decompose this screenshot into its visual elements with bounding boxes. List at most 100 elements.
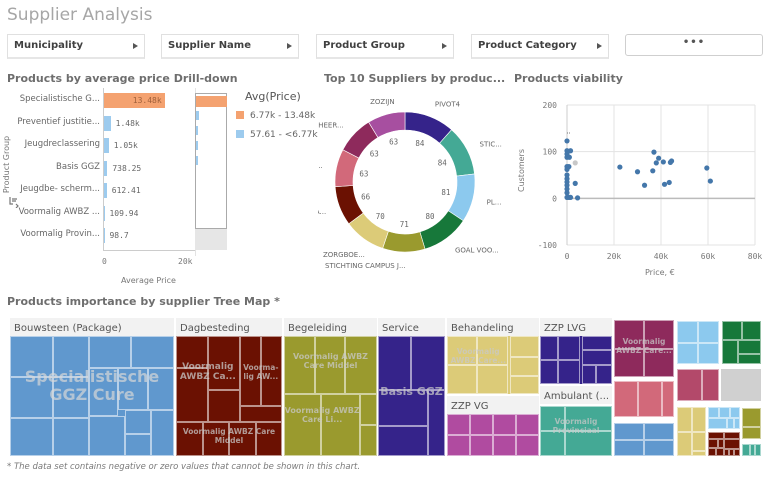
treemap-cell[interactable] <box>722 340 738 364</box>
treemap-cell[interactable] <box>724 448 729 456</box>
treemap-cell[interactable] <box>702 369 719 401</box>
treemap-cell[interactable] <box>176 336 208 369</box>
scatter-point[interactable] <box>617 164 623 170</box>
treemap-cell[interactable] <box>691 407 706 432</box>
treemap-block-sand[interactable] <box>677 407 706 456</box>
scatter-point[interactable] <box>564 190 570 196</box>
treemap-cell[interactable] <box>314 336 346 394</box>
treemap-cell[interactable] <box>708 447 716 456</box>
treemap-cell[interactable] <box>644 423 674 440</box>
treemap-cell[interactable] <box>151 410 174 456</box>
scatter-point[interactable] <box>650 168 656 174</box>
treemap-group-header[interactable]: Bouwsteen (Package) <box>10 318 174 336</box>
treemap-cell[interactable] <box>540 360 558 384</box>
treemap-cell[interactable] <box>284 393 322 456</box>
treemap-cell[interactable] <box>229 422 256 456</box>
treemap-cell[interactable] <box>118 368 148 411</box>
treemap-cell[interactable] <box>410 336 445 390</box>
scatter-point[interactable] <box>661 181 668 187</box>
bar[interactable] <box>104 93 165 108</box>
treemap-cell[interactable] <box>321 393 361 456</box>
treemap-cell[interactable] <box>202 422 229 456</box>
filter-product-group[interactable]: Product Group <box>316 34 454 59</box>
treemap-cell[interactable] <box>239 336 261 406</box>
treemap-cell[interactable] <box>255 422 282 456</box>
treemap-cell[interactable] <box>477 336 508 365</box>
treemap-cell[interactable] <box>717 439 724 448</box>
bar[interactable] <box>104 138 109 153</box>
treemap-cell[interactable] <box>565 406 612 431</box>
treemap-block[interactable]: Voormalig Provinciaal <box>540 406 612 456</box>
treemap-cell[interactable] <box>207 390 240 423</box>
treemap-cell[interactable] <box>708 439 718 448</box>
treemap-cell[interactable] <box>708 418 728 429</box>
treemap-cell[interactable] <box>516 414 539 435</box>
donut-chart[interactable]: 84 PIVOT4 84 STIC... 81 PL... 80 GOAL VOO... 71 S… <box>318 90 518 275</box>
treemap-cell[interactable] <box>733 448 740 456</box>
treemap-cell[interactable] <box>596 364 612 384</box>
treemap-cell[interactable] <box>698 321 719 343</box>
treemap-cell[interactable] <box>614 320 644 349</box>
scatter-point[interactable] <box>566 164 572 170</box>
treemap-cell[interactable] <box>558 336 580 360</box>
treemap-cell[interactable] <box>742 444 750 456</box>
treemap-block[interactable]: Voormalig AWBZ Care... <box>447 336 539 394</box>
filter-product-category[interactable]: Product Category <box>471 34 609 59</box>
treemap-cell[interactable] <box>737 354 761 364</box>
treemap-cell[interactable] <box>724 432 740 440</box>
treemap-group-header[interactable]: ZZP VG <box>447 396 539 414</box>
treemap-cell[interactable] <box>724 439 740 449</box>
treemap-cell[interactable] <box>614 348 644 377</box>
scatter-point[interactable] <box>566 154 572 160</box>
treemap-cell[interactable] <box>88 416 125 456</box>
drilldown-icon[interactable] <box>9 193 19 209</box>
treemap-cell[interactable] <box>447 414 470 435</box>
treemap-cell[interactable] <box>427 390 445 456</box>
treemap-cell[interactable] <box>284 336 315 394</box>
treemap-cell[interactable] <box>124 434 152 456</box>
treemap-cell[interactable] <box>360 424 377 456</box>
mini-chart-scroll-track[interactable] <box>195 229 227 250</box>
treemap-cell[interactable] <box>540 336 558 360</box>
treemap-group-header[interactable]: Service <box>378 318 445 336</box>
treemap-cell[interactable] <box>733 418 740 429</box>
scatter-point[interactable] <box>566 194 572 200</box>
treemap-cell[interactable] <box>581 350 612 365</box>
treemap-cell[interactable] <box>727 418 734 429</box>
treemap-cell[interactable] <box>558 360 580 384</box>
treemap-cell[interactable] <box>644 348 674 377</box>
treemap-cell[interactable] <box>644 439 674 456</box>
treemap-block[interactable]: Voormalig AWBZ Ca... Voorma-lig AW... Voor… <box>176 336 282 456</box>
treemap-cell[interactable] <box>207 336 240 390</box>
treemap-cell[interactable] <box>755 444 761 456</box>
treemap-cell[interactable] <box>378 390 428 426</box>
treemap-cell[interactable] <box>470 414 493 435</box>
mini-chart-scroll-thumb[interactable] <box>195 93 227 229</box>
treemap-cell[interactable] <box>565 431 612 456</box>
scatter-point[interactable] <box>707 178 713 184</box>
treemap-cell[interactable] <box>378 426 428 456</box>
treemap-cell[interactable] <box>147 368 174 411</box>
treemap-cell[interactable] <box>493 435 516 456</box>
treemap-cell[interactable] <box>360 393 377 425</box>
scatter-point[interactable] <box>653 160 659 166</box>
scatter-point[interactable] <box>564 138 570 144</box>
treemap-block-maroon-small[interactable] <box>708 432 740 456</box>
treemap-cell[interactable] <box>677 342 698 364</box>
treemap-block-sky-small[interactable] <box>708 407 740 429</box>
treemap-block-green[interactable] <box>722 321 761 364</box>
scatter-point[interactable] <box>572 180 578 186</box>
treemap-cell[interactable] <box>516 435 539 456</box>
legend-item-high[interactable]: 6.77k - 13.48k <box>236 111 315 121</box>
treemap-cell[interactable] <box>581 364 597 384</box>
scatter-point[interactable] <box>666 179 672 186</box>
treemap-group-header[interactable]: Behandeling <box>447 318 539 336</box>
treemap-cell[interactable] <box>614 381 638 417</box>
treemap-group-header[interactable]: Ambulant (... <box>540 386 612 404</box>
treemap-cell[interactable] <box>677 321 698 343</box>
treemap-group-header[interactable]: ZZP LVG <box>540 318 612 336</box>
treemap-cell[interactable] <box>260 336 282 406</box>
scatter-point[interactable] <box>564 186 570 192</box>
scatter-point[interactable] <box>651 149 657 155</box>
